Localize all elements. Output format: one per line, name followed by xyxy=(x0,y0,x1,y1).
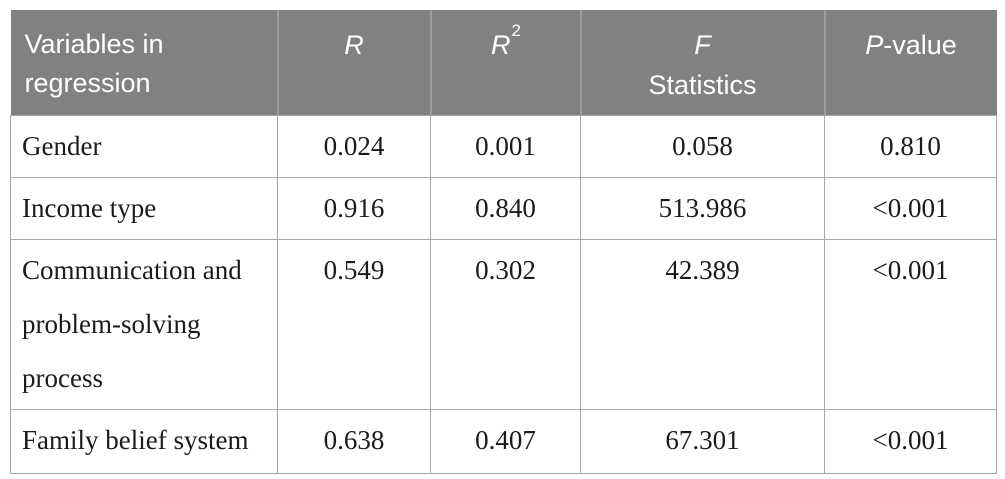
column-header-f-statistics: F Statistics xyxy=(579,10,825,115)
cell-r: 0.638 xyxy=(277,408,431,474)
regression-statistics-table: Variables in regression R R2 F Statistic… xyxy=(10,10,997,474)
column-header-f-symbol: F xyxy=(694,30,711,60)
column-header-r-squared: R2 xyxy=(429,10,581,115)
column-header-r-squared-symbol: R xyxy=(491,30,511,60)
cell-r-squared: 0.840 xyxy=(430,176,581,240)
table-row-family-belief-system: Family belief system 0.638 0.407 67.301 … xyxy=(10,408,997,474)
cell-variable: Communication and problem-solving proces… xyxy=(10,238,278,410)
cell-p-value: <0.001 xyxy=(824,408,997,474)
cell-variable: Gender xyxy=(10,114,278,178)
column-header-variables: Variables in regression xyxy=(10,10,278,115)
column-header-r-squared-exponent: 2 xyxy=(511,21,521,41)
cell-variable: Income type xyxy=(10,176,278,240)
column-header-r-symbol: R xyxy=(344,30,364,60)
cell-f-statistic: 513.986 xyxy=(580,176,825,240)
cell-variable: Family belief system xyxy=(10,408,278,474)
cell-p-value: <0.001 xyxy=(824,238,997,410)
table-row-income-type: Income type 0.916 0.840 513.986 <0.001 xyxy=(10,176,997,240)
header-row: Variables in regression R R2 F Statistic… xyxy=(10,10,997,115)
cell-r: 0.916 xyxy=(277,176,431,240)
cell-p-value: 0.810 xyxy=(824,114,997,178)
cell-r-squared: 0.302 xyxy=(430,238,581,410)
cell-f-statistic: 42.389 xyxy=(580,238,825,410)
column-header-f-rest: Statistics xyxy=(648,70,757,100)
table-row-communication: Communication and problem-solving proces… xyxy=(10,238,997,410)
cell-p-value: <0.001 xyxy=(824,176,997,240)
column-header-r: R xyxy=(276,10,431,115)
cell-r-squared: 0.001 xyxy=(430,114,581,178)
column-header-p-symbol: P xyxy=(865,30,884,60)
cell-r: 0.024 xyxy=(277,114,431,178)
cell-f-statistic: 67.301 xyxy=(580,408,825,474)
cell-r: 0.549 xyxy=(277,238,431,410)
table-row-gender: Gender 0.024 0.001 0.058 0.810 xyxy=(10,114,997,178)
column-header-variables-label: Variables in regression xyxy=(24,29,164,98)
cell-r-squared: 0.407 xyxy=(430,408,581,474)
cell-f-statistic: 0.058 xyxy=(580,114,825,178)
column-header-p-value: P-value xyxy=(823,10,997,115)
column-header-p-rest: -value xyxy=(883,30,957,60)
